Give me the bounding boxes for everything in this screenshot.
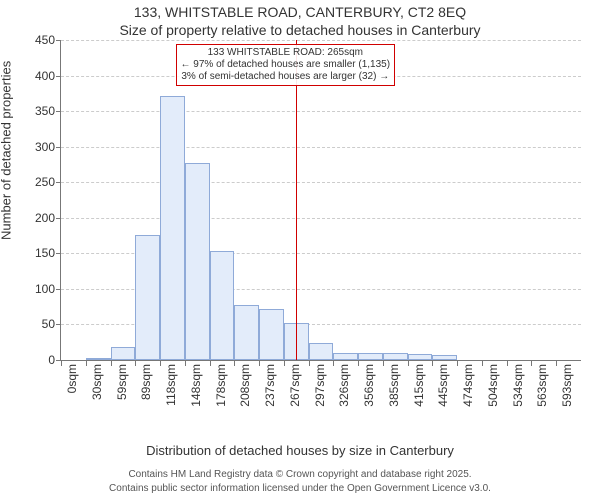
x-tick-mark bbox=[160, 360, 161, 366]
y-tick-label: 200 bbox=[35, 211, 61, 225]
x-tick-mark bbox=[333, 360, 334, 366]
x-tick-mark bbox=[432, 360, 433, 366]
histogram-bar bbox=[432, 355, 457, 360]
x-tick-label: 267sqm bbox=[288, 364, 302, 407]
histogram-bar bbox=[210, 251, 235, 360]
x-tick-mark bbox=[135, 360, 136, 366]
gridline bbox=[61, 218, 581, 219]
histogram-bar bbox=[86, 358, 111, 360]
y-tick-label: 150 bbox=[35, 246, 61, 260]
histogram-bar bbox=[111, 347, 136, 360]
reference-line bbox=[296, 40, 297, 360]
histogram-bar bbox=[309, 343, 334, 360]
x-tick-label: 474sqm bbox=[461, 364, 475, 407]
gridline bbox=[61, 182, 581, 183]
x-tick-label: 415sqm bbox=[412, 364, 426, 407]
x-tick-mark bbox=[111, 360, 112, 366]
footer-line2: Contains public sector information licen… bbox=[0, 483, 600, 494]
histogram-bar bbox=[160, 96, 185, 360]
histogram-bar bbox=[383, 353, 408, 360]
x-tick-label: 118sqm bbox=[164, 364, 178, 406]
annotation-box: 133 WHITSTABLE ROAD: 265sqm← 97% of deta… bbox=[176, 44, 396, 86]
x-tick-mark bbox=[284, 360, 285, 366]
x-tick-mark bbox=[61, 360, 62, 366]
x-tick-mark bbox=[210, 360, 211, 366]
x-tick-label: 385sqm bbox=[387, 364, 401, 407]
x-tick-mark bbox=[358, 360, 359, 366]
gridline bbox=[61, 147, 581, 148]
x-tick-label: 89sqm bbox=[139, 364, 153, 400]
x-tick-label: 563sqm bbox=[535, 364, 549, 407]
x-tick-label: 504sqm bbox=[486, 364, 500, 407]
x-tick-label: 356sqm bbox=[362, 364, 376, 407]
annotation-line: ← 97% of detached houses are smaller (1,… bbox=[181, 59, 391, 71]
footer-line1: Contains HM Land Registry data © Crown c… bbox=[0, 469, 600, 480]
x-tick-label: 59sqm bbox=[115, 364, 129, 400]
y-axis-label: Number of detached properties bbox=[0, 61, 14, 240]
y-tick-label: 0 bbox=[48, 353, 61, 367]
y-tick-label: 450 bbox=[35, 33, 61, 47]
x-tick-mark bbox=[482, 360, 483, 366]
x-tick-mark bbox=[457, 360, 458, 366]
gridline bbox=[61, 40, 581, 41]
y-tick-label: 50 bbox=[42, 317, 61, 331]
x-tick-mark bbox=[556, 360, 557, 366]
histogram-bar bbox=[358, 353, 383, 360]
annotation-line: 133 WHITSTABLE ROAD: 265sqm bbox=[181, 47, 391, 59]
x-tick-mark bbox=[507, 360, 508, 366]
x-tick-label: 534sqm bbox=[511, 364, 525, 407]
y-tick-label: 350 bbox=[35, 104, 61, 118]
x-tick-label: 0sqm bbox=[65, 364, 79, 393]
y-tick-label: 100 bbox=[35, 282, 61, 296]
x-tick-mark bbox=[259, 360, 260, 366]
histogram-bar bbox=[185, 163, 210, 360]
y-tick-label: 250 bbox=[35, 175, 61, 189]
x-tick-mark bbox=[86, 360, 87, 366]
y-tick-label: 300 bbox=[35, 140, 61, 154]
histogram-bar bbox=[234, 305, 259, 360]
x-tick-label: 237sqm bbox=[263, 364, 277, 407]
x-tick-label: 208sqm bbox=[238, 364, 252, 407]
histogram-bar bbox=[135, 235, 160, 360]
chart-title-line2: Size of property relative to detached ho… bbox=[0, 22, 600, 40]
x-tick-label: 30sqm bbox=[90, 364, 104, 400]
x-tick-mark bbox=[383, 360, 384, 366]
x-tick-label: 148sqm bbox=[189, 364, 203, 407]
x-axis-label: Distribution of detached houses by size … bbox=[0, 443, 600, 458]
x-tick-label: 593sqm bbox=[560, 364, 574, 407]
gridline bbox=[61, 111, 581, 112]
histogram-bar bbox=[408, 354, 433, 360]
y-tick-label: 400 bbox=[35, 69, 61, 83]
x-tick-label: 445sqm bbox=[436, 364, 450, 407]
x-tick-label: 178sqm bbox=[214, 364, 228, 407]
x-tick-mark bbox=[234, 360, 235, 366]
chart-container: 133, WHITSTABLE ROAD, CANTERBURY, CT2 8E… bbox=[0, 0, 600, 500]
x-tick-mark bbox=[309, 360, 310, 366]
chart-title-line1: 133, WHITSTABLE ROAD, CANTERBURY, CT2 8E… bbox=[0, 4, 600, 22]
plot-area: 0501001502002503003504004500sqm30sqm59sq… bbox=[60, 40, 581, 361]
histogram-bar bbox=[259, 309, 284, 360]
plot-wrap: Number of detached properties 0501001502… bbox=[0, 40, 600, 440]
histogram-bar bbox=[333, 353, 358, 360]
x-tick-label: 326sqm bbox=[337, 364, 351, 407]
x-tick-label: 297sqm bbox=[313, 364, 327, 407]
chart-titles: 133, WHITSTABLE ROAD, CANTERBURY, CT2 8E… bbox=[0, 0, 600, 39]
x-tick-mark bbox=[185, 360, 186, 366]
annotation-line: 3% of semi-detached houses are larger (3… bbox=[181, 71, 391, 83]
x-tick-mark bbox=[531, 360, 532, 366]
x-tick-mark bbox=[408, 360, 409, 366]
